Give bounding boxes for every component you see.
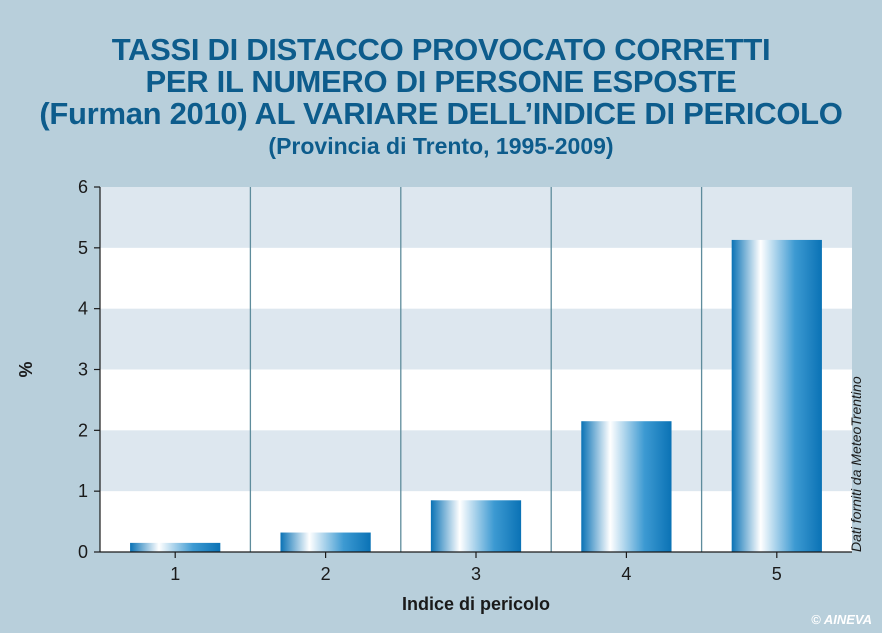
chart-title-line-1: TASSI DI DISTACCO PROVOCATO CORRETTI bbox=[111, 32, 771, 67]
plot-area bbox=[100, 187, 852, 552]
bar-2 bbox=[280, 532, 371, 552]
grid-band bbox=[100, 308, 852, 370]
y-tick-label: 4 bbox=[78, 299, 88, 319]
x-tick-label: 2 bbox=[321, 564, 331, 584]
x-axis-label: Indice di pericolo bbox=[402, 594, 550, 614]
bar-1 bbox=[130, 542, 221, 552]
y-tick-label: 1 bbox=[78, 481, 88, 501]
chart-title-line-3: (Furman 2010) AL VARIARE DELL’INDICE DI … bbox=[39, 96, 843, 131]
source-note: Dati forniti da MeteoTrentino bbox=[848, 376, 864, 552]
bars bbox=[130, 239, 822, 553]
grid-band bbox=[100, 430, 852, 492]
bar-4 bbox=[581, 421, 672, 552]
y-tick-label: 2 bbox=[78, 420, 88, 440]
x-tick-label: 1 bbox=[170, 564, 180, 584]
axes: 0 1 2 3 4 5 6 1 2 3 4 5 Indice di pericolo% bbox=[16, 177, 852, 614]
y-axis-label: % bbox=[16, 361, 36, 377]
x-tick-label: 4 bbox=[621, 564, 631, 584]
chart-subtitle: (Provincia di Trento, 1995-2009) bbox=[268, 133, 614, 159]
x-tick-label: 5 bbox=[772, 564, 782, 584]
y-tick-label: 0 bbox=[78, 542, 88, 562]
grid-band bbox=[100, 187, 852, 248]
chart-title-line-2: PER IL NUMERO DI PERSONE ESPOSTE bbox=[145, 64, 737, 99]
x-tick-label: 3 bbox=[471, 564, 481, 584]
y-tick-label: 5 bbox=[78, 238, 88, 258]
bar-3 bbox=[430, 500, 522, 552]
chart-title-block: TASSI DI DISTACCO PROVOCATO CORRETTI PER… bbox=[0, 34, 882, 160]
credit-label: © AINEVA bbox=[811, 612, 872, 627]
y-tick-label: 3 bbox=[78, 360, 88, 380]
bar-5 bbox=[731, 239, 822, 553]
y-tick-label: 6 bbox=[78, 177, 88, 197]
